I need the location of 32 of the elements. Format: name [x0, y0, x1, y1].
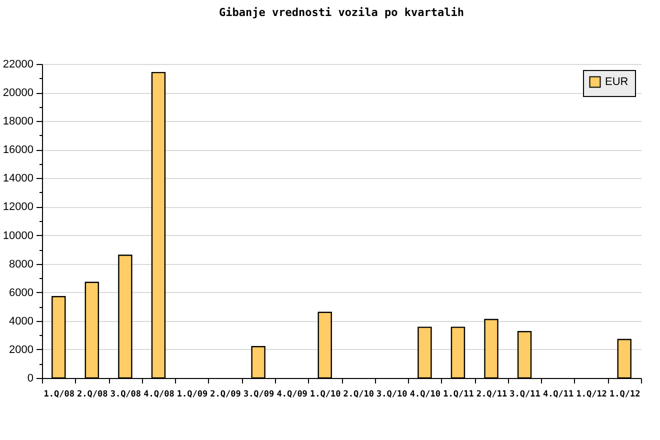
chart-title: Gibanje vrednosti vozila po kvartalih	[218, 6, 464, 19]
x-tick-label: 3.Q/08	[110, 390, 142, 400]
y-tick-label: 20000	[2, 87, 34, 100]
x-tick-label: 1.Q/10	[310, 390, 341, 400]
x-tick-label: 2.Q/09	[210, 390, 241, 400]
x-tick-label: 1.Q/08	[44, 390, 74, 400]
x-tick-label: 3.Q/09	[243, 390, 274, 400]
y-tick-label: 14000	[2, 172, 34, 185]
x-tick-label: 2.Q/11	[476, 390, 508, 400]
y-tick-label: 12000	[2, 201, 34, 214]
y-tick-label: 0	[27, 372, 34, 384]
x-tick-label: 4.Q/11	[542, 390, 574, 400]
y-tick-label: 22000	[2, 58, 34, 70]
legend-label: EUR	[605, 76, 628, 88]
y-tick-label: 10000	[2, 230, 34, 242]
x-tick-label: 4.Q/10	[410, 390, 441, 400]
x-tick-label: 2.Q/10	[343, 390, 374, 400]
x-tick-label: 1.Q/12	[576, 390, 607, 400]
x-tick-label: 3.Q/11	[510, 390, 540, 400]
y-tick-label: 18000	[2, 116, 34, 128]
x-tick-label: 4.Q/08	[144, 390, 174, 400]
y-tick-label: 4000	[9, 315, 34, 328]
x-tick-label: 2.Q/08	[77, 390, 108, 400]
x-tick-label: 4.Q/09	[276, 390, 308, 400]
y-tick-label: 6000	[9, 286, 34, 299]
y-tick-label: 16000	[2, 144, 34, 156]
x-tick-label: 1.Q/09	[176, 390, 208, 400]
x-tick-label: 1.Q/12	[610, 390, 640, 400]
y-tick-label: 8000	[9, 258, 34, 270]
x-tick-label: 1.Q/11	[443, 390, 474, 400]
x-tick-label: 3.Q/10	[376, 390, 408, 400]
y-tick-label: 2000	[9, 344, 34, 356]
